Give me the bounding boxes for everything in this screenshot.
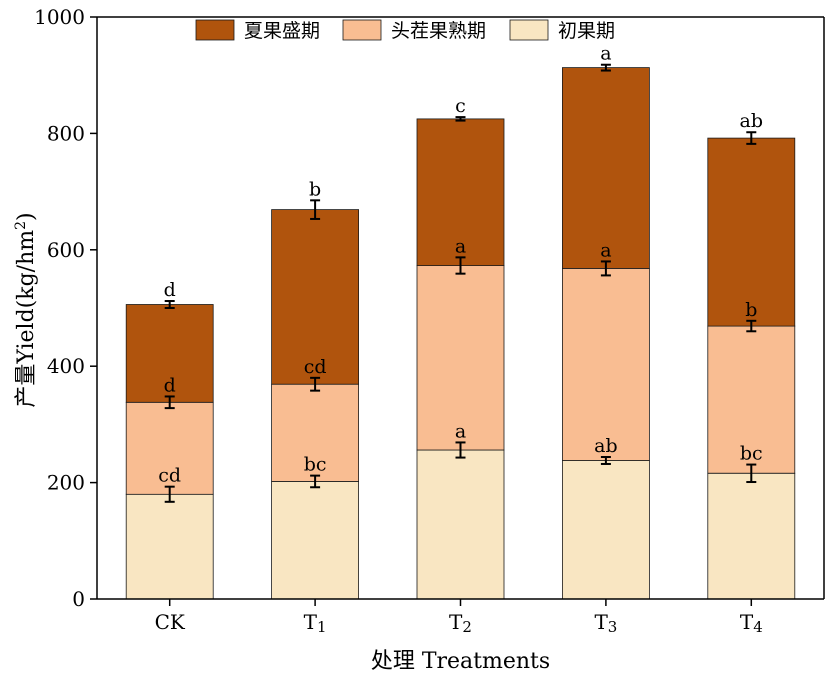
y-tick-label-600: 600 <box>47 238 85 262</box>
y-tick-label-400: 400 <box>47 354 85 378</box>
x-axis-title: 处理 Treatments <box>371 649 550 674</box>
significance-label-T2-series-1: a <box>455 235 466 257</box>
bar-CK-series-0 <box>125 493 214 600</box>
y-tick-label-1000: 1000 <box>34 5 85 29</box>
bar-T2-series-0 <box>416 449 505 600</box>
x-tick-label-T1: T1 <box>304 610 327 636</box>
bar-T2-series-1 <box>416 265 505 451</box>
significance-label-CK-series-1: d <box>164 375 176 397</box>
significance-label-T3-series-1: a <box>600 239 611 261</box>
legend-swatch-1 <box>342 19 382 41</box>
y-tick-label-0: 0 <box>72 587 85 611</box>
significance-labels-layer: cd d d bc cd b a a c ab a a bc b ab <box>158 43 763 487</box>
bar-CK-series-1 <box>125 401 214 495</box>
significance-label-T2-series-2: c <box>455 95 466 117</box>
bar-T4-series-0 <box>707 472 796 600</box>
legend: 夏果盛期 头茬果熟期 初果期 <box>195 19 615 42</box>
x-tick-label-T3: T3 <box>594 610 617 636</box>
y-tick-label-200: 200 <box>47 471 85 495</box>
bar-T2-series-2 <box>416 118 505 266</box>
bars-layer <box>125 67 796 600</box>
bar-T1-series-2 <box>271 209 360 385</box>
legend-label-1: 头茬果熟期 <box>391 20 486 42</box>
significance-label-T3-series-0: ab <box>594 435 618 457</box>
significance-label-T3-series-2: a <box>600 43 611 65</box>
error-bars-layer <box>164 63 757 503</box>
significance-label-T1-series-1: cd <box>304 356 327 378</box>
y-tick-label-800: 800 <box>47 121 85 145</box>
bar-T3-series-1 <box>562 267 650 461</box>
legend-swatch-0 <box>195 19 235 41</box>
x-tick-label-CK: CK <box>155 610 186 634</box>
legend-label-0: 夏果盛期 <box>244 20 320 42</box>
significance-label-T1-series-0: bc <box>304 454 327 476</box>
significance-label-CK-series-2: d <box>164 279 176 301</box>
x-tick-label-T4: T4 <box>740 610 763 636</box>
legend-swatch-2 <box>509 19 549 41</box>
bar-CK-series-2 <box>125 304 214 403</box>
significance-label-T4-series-0: bc <box>740 443 763 465</box>
bar-T3-series-0 <box>562 460 650 600</box>
legend-label-2: 初果期 <box>558 20 615 42</box>
significance-label-T1-series-2: b <box>309 178 321 200</box>
significance-label-CK-series-0: cd <box>158 465 181 487</box>
bar-T1-series-0 <box>271 480 360 600</box>
axes-layer: 0 200 400 600 800 1000 CK T1 T2 T3 T4 处理 Treatments… <box>13 5 825 674</box>
significance-label-T4-series-2: ab <box>740 110 764 132</box>
bar-T4-series-2 <box>707 137 796 327</box>
x-tick-label-T2: T2 <box>449 610 472 636</box>
bar-T3-series-2 <box>562 67 650 269</box>
y-axis-title: 产量Yield(kg/hm2) <box>13 212 39 407</box>
significance-label-T4-series-1: b <box>745 299 757 321</box>
significance-label-T2-series-0: a <box>455 420 466 442</box>
